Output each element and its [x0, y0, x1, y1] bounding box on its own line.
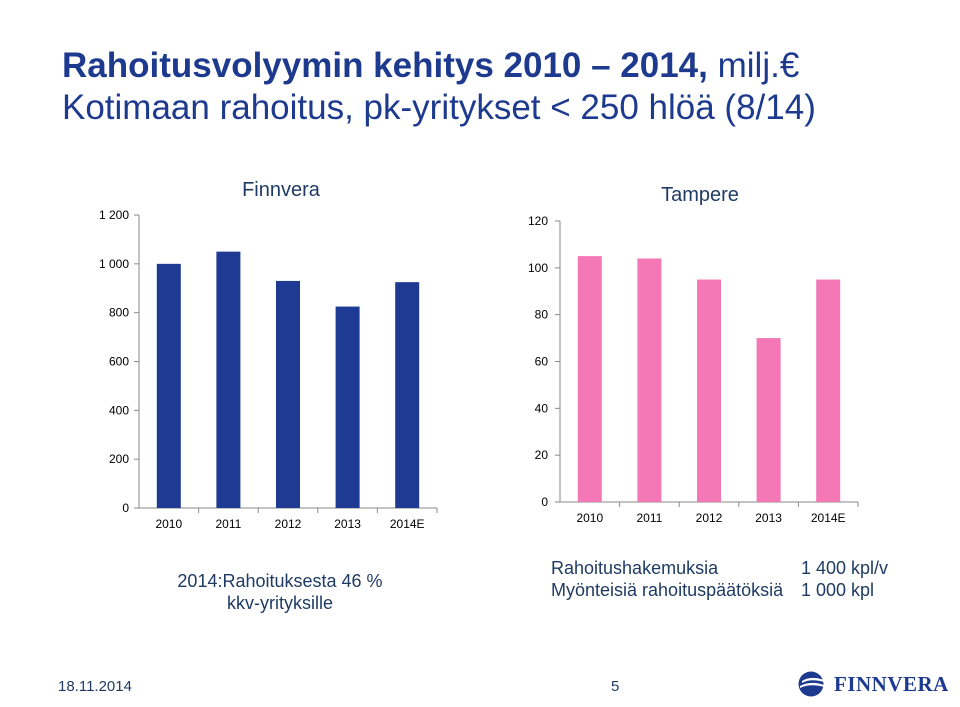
bar	[156, 263, 181, 508]
tampere-note-label: Myönteisiä rahoituspäätöksiä	[551, 580, 784, 600]
x-tick-label: 2012	[696, 511, 723, 525]
tampere-note-value: 1 400 kpl/v	[801, 558, 889, 578]
y-tick-label: 0	[541, 495, 548, 509]
x-tick-label: 2013	[334, 517, 361, 531]
y-tick-label: 0	[122, 501, 129, 515]
chart-title: Finnvera	[242, 179, 321, 201]
y-tick-label: 80	[535, 308, 549, 322]
x-tick-label: 2013	[755, 511, 782, 525]
y-tick-label: 600	[109, 355, 129, 369]
chart-title: Tampere	[661, 184, 739, 206]
slide-subtitle: Kotimaan rahoitus, pk-yritykset < 250 hl…	[62, 88, 816, 127]
y-tick-label: 1 000	[99, 257, 129, 271]
y-tick-label: 40	[535, 401, 549, 415]
y-tick-label: 200	[109, 452, 129, 466]
bar	[816, 279, 841, 502]
x-tick-label: 2012	[275, 517, 302, 531]
x-tick-label: 2010	[576, 511, 603, 525]
finnvera-note-line1: 2014:Rahoituksesta 46 %	[177, 571, 383, 591]
bar	[276, 280, 300, 508]
slide-title-bold: Rahoitusvolyymin kehitys 2010 – 2014,	[62, 46, 708, 85]
tampere-note-label: Rahoitushakemuksia	[551, 558, 719, 578]
x-tick-label: 2014E	[390, 517, 425, 531]
x-tick-label: 2014E	[811, 511, 846, 525]
finnvera-note: 2014:Rahoituksesta 46 % kkv-yrityksille	[150, 570, 410, 614]
y-tick-label: 20	[535, 448, 549, 462]
tampere-note-row: Myönteisiä rahoituspäätöksiä 1 000 kpl	[551, 579, 888, 601]
footer-date: 18.11.2014	[58, 678, 132, 695]
bar	[637, 258, 662, 502]
finnvera-logo: FINNVERA	[798, 671, 949, 697]
finnvera-logo-icon	[798, 671, 824, 697]
tampere-note-value: 1 000 kpl	[801, 580, 875, 600]
y-tick-label: 60	[535, 355, 549, 369]
finnvera-note-line2: kkv-yrityksille	[227, 593, 333, 613]
slide-title: Rahoitusvolyymin kehitys 2010 – 2014, mi…	[62, 46, 799, 86]
page-number: 5	[611, 678, 620, 695]
bar	[756, 338, 781, 502]
y-tick-label: 1 200	[99, 208, 129, 222]
tampere-note-row: Rahoitushakemuksia 1 400 kpl/v	[551, 557, 888, 579]
x-tick-label: 2011	[215, 517, 241, 531]
slide-title-unit: milj.€	[717, 46, 800, 85]
x-tick-label: 2011	[636, 511, 662, 525]
finnvera-logo-text: FINNVERA	[834, 671, 949, 696]
y-tick-label: 100	[528, 261, 548, 275]
bar	[395, 282, 420, 508]
x-tick-label: 2010	[155, 517, 182, 531]
bar	[335, 306, 360, 508]
bar	[216, 251, 241, 508]
bar	[697, 279, 721, 502]
y-tick-label: 120	[528, 214, 548, 228]
bar	[577, 256, 602, 502]
y-tick-label: 400	[109, 403, 129, 417]
y-tick-label: 800	[109, 306, 129, 320]
tampere-note: Rahoitushakemuksia 1 400 kpl/v Myönteisi…	[551, 557, 888, 601]
